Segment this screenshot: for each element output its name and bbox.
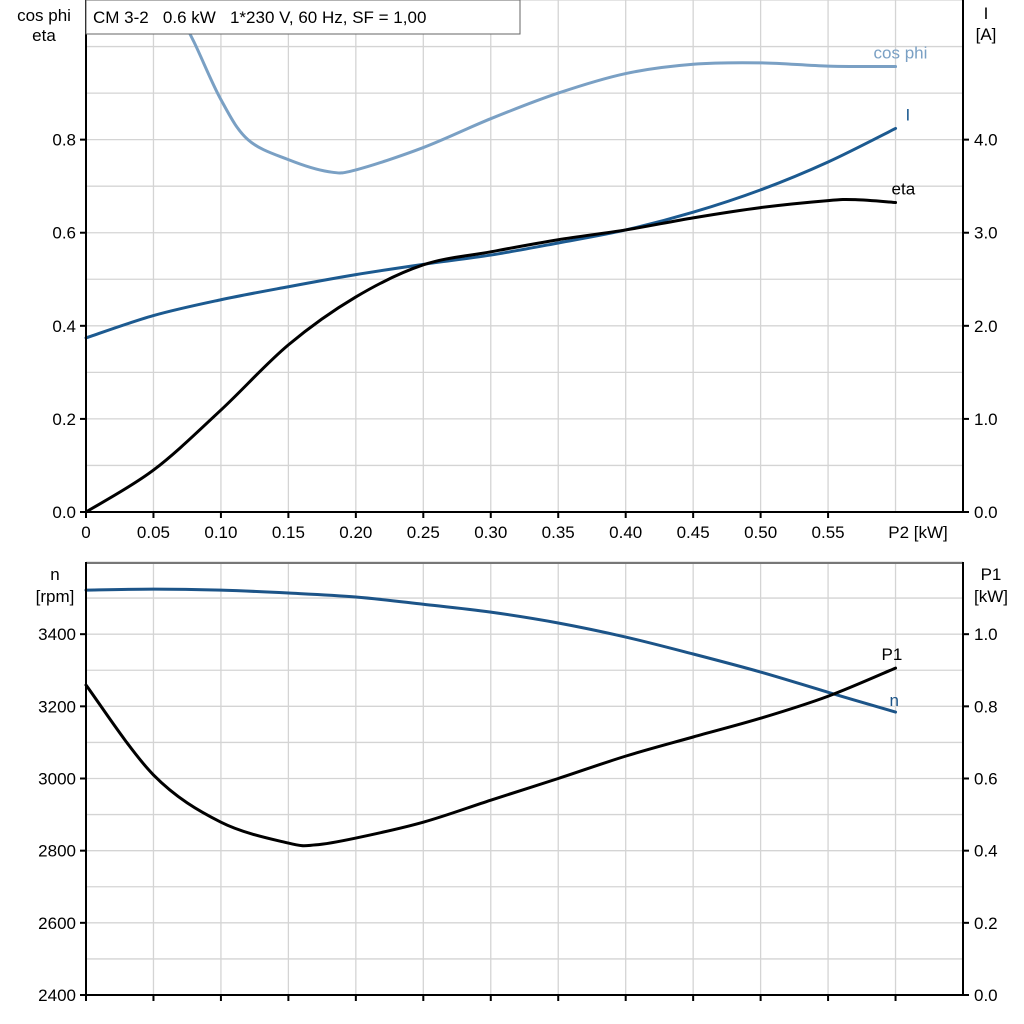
x-tick-label: 0.05 — [137, 523, 170, 542]
bottom-left-tick-label: 2600 — [38, 914, 76, 933]
top-chart-grid — [86, 0, 963, 512]
top-right-tick-label: 3.0 — [974, 224, 998, 243]
bottom-left-tick-label: 2800 — [38, 842, 76, 861]
series-label-n: n — [890, 691, 899, 710]
series-label-p1: P1 — [882, 645, 903, 664]
bottom-left-axis-label-line1: n — [50, 565, 59, 584]
series-label-eta: eta — [892, 179, 916, 198]
top-right-tick-label: 4.0 — [974, 131, 998, 150]
bottom-left-tick-label: 2400 — [38, 986, 76, 1005]
x-tick-label: 0.35 — [542, 523, 575, 542]
bottom-right-tick-label: 0.6 — [974, 770, 998, 789]
bottom-right-tick-label: 1.0 — [974, 625, 998, 644]
x-tick-label: 0.50 — [744, 523, 777, 542]
x-tick-label: 0.15 — [272, 523, 305, 542]
x-tick-label: 0.45 — [677, 523, 710, 542]
bottom-right-tick-label: 0.2 — [974, 914, 998, 933]
bottom-chart-grid — [86, 561, 963, 995]
x-tick-label: 0.55 — [812, 523, 845, 542]
x-axis-label: P2 [kW] — [888, 523, 948, 542]
x-tick-label: 0.20 — [339, 523, 372, 542]
series-label-i: I — [906, 105, 911, 124]
top-right-tick-label: 0.0 — [974, 503, 998, 522]
series-cos-phi-line — [170, 0, 898, 175]
top-right-tick-label: 2.0 — [974, 317, 998, 336]
title-box: CM 3-2 0.6 kW 1*230 V, 60 Hz, SF = 1,00 — [85, 0, 521, 35]
axes: 0.0 0.2 0.4 0.6 0.8 0.0 1.0 2.0 3.0 4.0 0 0.05 0.10 0… — [38, 0, 998, 1005]
series-i-line — [84, 126, 898, 340]
top-left-tick-label: 0.8 — [52, 131, 76, 150]
bottom-right-tick-label: 0.0 — [974, 986, 998, 1005]
top-left-tick-label: 0.4 — [52, 317, 76, 336]
bottom-left-tick-label: 3200 — [38, 697, 76, 716]
bottom-left-tick-label: 3400 — [38, 625, 76, 644]
title-text: CM 3-2 0.6 kW 1*230 V, 60 Hz, SF = 1,00 — [93, 8, 426, 27]
bottom-right-tick-label: 0.8 — [974, 697, 998, 716]
x-tick-label: 0.25 — [407, 523, 440, 542]
top-left-tick-label: 0.2 — [52, 410, 76, 429]
top-right-axis-label-line2: [A] — [976, 25, 997, 44]
axis-labels: cos phi eta I [A] P2 [kW] n [rpm] P1 [kW… — [17, 4, 1008, 606]
bottom-left-axis-label-line2: [rpm] — [36, 587, 75, 606]
series-n-line — [84, 587, 898, 714]
bottom-right-axis-label-line1: P1 — [981, 565, 1002, 584]
series-eta-line — [84, 197, 898, 514]
top-left-axis-label-line2: eta — [32, 26, 56, 45]
bottom-left-tick-label: 3000 — [38, 770, 76, 789]
top-left-tick-label: 0.0 — [52, 503, 76, 522]
bottom-right-tick-label: 0.4 — [974, 842, 998, 861]
series-label-cos-phi: cos phi — [874, 44, 928, 63]
x-tick-label: 0.40 — [609, 523, 642, 542]
top-right-tick-label: 1.0 — [974, 410, 998, 429]
top-right-axis-label-line1: I — [984, 4, 989, 23]
x-tick-label: 0.30 — [474, 523, 507, 542]
top-left-axis-label-line1: cos phi — [17, 6, 71, 25]
series-p1-line — [84, 666, 898, 848]
bottom-right-axis-label-line2: [kW] — [974, 587, 1008, 606]
x-tick-label: 0.10 — [204, 523, 237, 542]
x-tick-label: 0 — [81, 523, 90, 542]
top-left-tick-label: 0.6 — [52, 224, 76, 243]
